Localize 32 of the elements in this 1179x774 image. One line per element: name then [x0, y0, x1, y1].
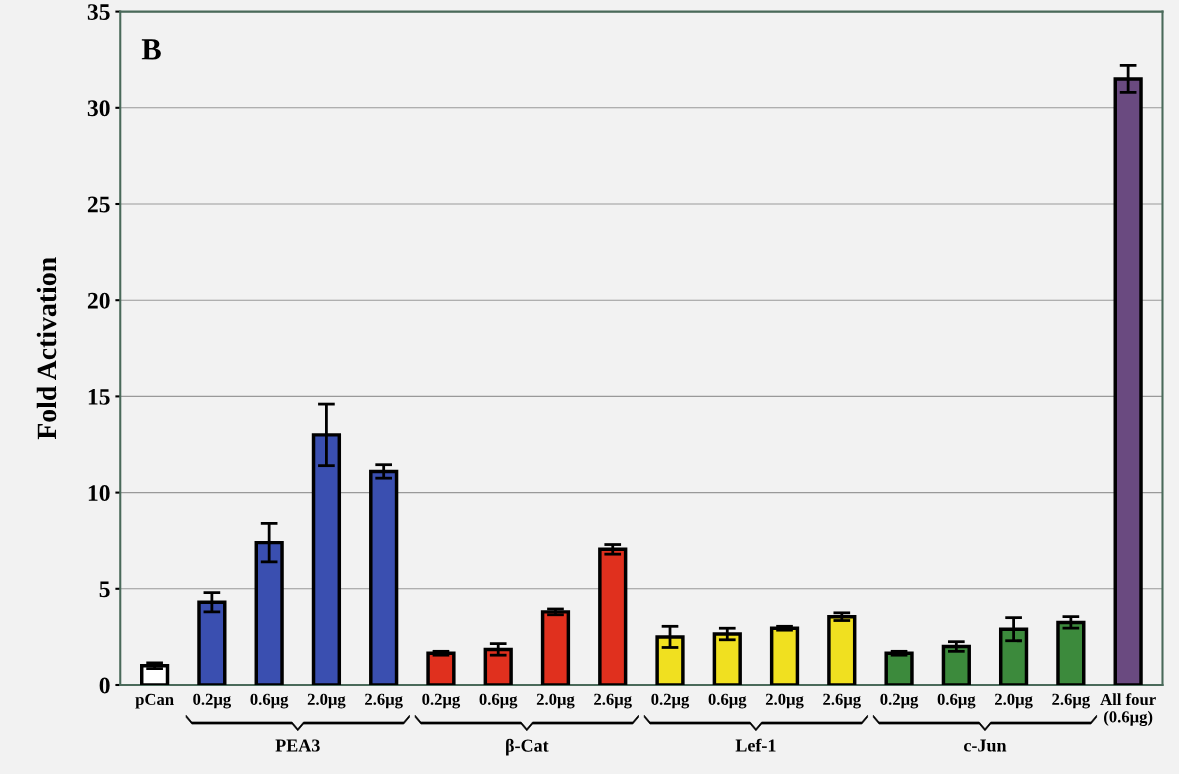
y-tick-label: 25: [87, 196, 110, 213]
y-tick-label: 5: [99, 581, 110, 598]
x-tick-label: 0.2μg: [422, 693, 461, 709]
x-tick-label: 2.6μg: [1052, 693, 1091, 709]
x-tick-label: 2.0μg: [995, 693, 1033, 709]
x-tick-label: 2.6μg: [365, 693, 403, 709]
x-tick-label: 0.2μg: [880, 693, 919, 709]
x-tick-label: 0.6μg: [250, 693, 289, 709]
y-tick-label: 0: [99, 677, 110, 694]
x-tick-label: pCan: [135, 693, 174, 709]
x-tick-label: 2.6μg: [823, 693, 861, 709]
y-tick-label: 30: [87, 100, 110, 117]
y-tick-label: 20: [87, 292, 110, 309]
y-tick-label: 15: [88, 389, 110, 405]
x-tick-label: 0.6μg: [479, 693, 518, 709]
y-tick-label: 35: [87, 4, 110, 21]
x-tick-label: 0.2μg: [651, 693, 690, 709]
x-tick-label: 2.0μg: [536, 693, 575, 709]
text: Lef-1: [735, 738, 776, 752]
text: β-Cat: [506, 738, 549, 756]
x-tick-label: 0.6μg: [708, 693, 747, 709]
y-axis-title: Fold Activation: [36, 257, 57, 440]
text: c-Jun: [964, 739, 1007, 752]
annotation: B: [141, 39, 161, 60]
x-tick-label: 2.0μg: [307, 693, 346, 709]
x-tick-label: 0.6μg: [937, 693, 976, 709]
x-tick-label: All four (0.6μg): [1100, 693, 1156, 726]
text: PEA3: [275, 739, 320, 752]
y-tick-label: 10: [88, 485, 110, 502]
x-tick-label: 2.6μg: [594, 693, 632, 709]
x-tick-label: 0.2μg: [193, 693, 232, 709]
x-tick-label: 2.0μg: [765, 693, 804, 709]
